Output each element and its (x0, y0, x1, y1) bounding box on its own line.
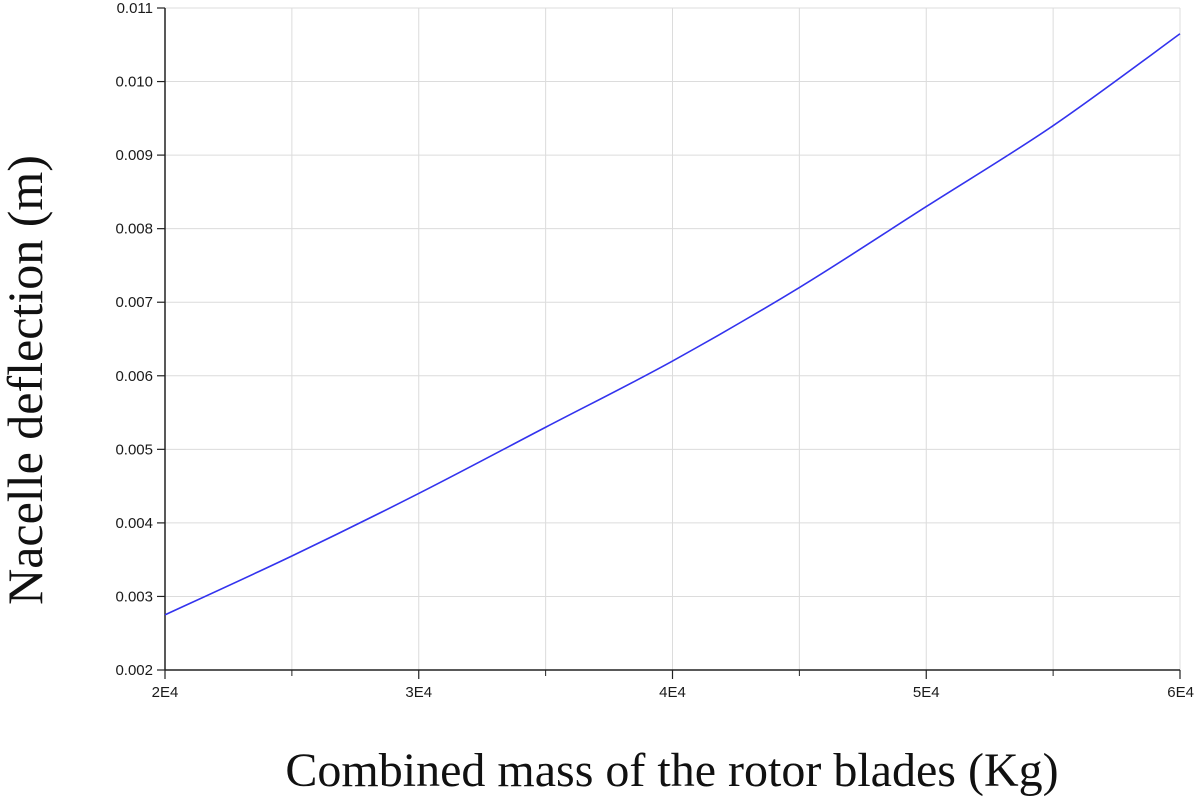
y-tick-label: 0.008 (115, 221, 153, 238)
series-line (164, 33, 1181, 616)
y-tick-label: 0.005 (115, 441, 153, 458)
y-tick-label: 0.010 (115, 74, 153, 91)
tick-marks (157, 7, 1181, 679)
x-tick-label: 3E4 (405, 684, 432, 701)
x-axis-title: Combined mass of the rotor blades (Kg) (285, 744, 1058, 797)
x-tick-label: 6E4 (1167, 684, 1194, 701)
y-tick-label: 0.003 (115, 588, 153, 605)
y-tick-label: 0.007 (115, 294, 153, 311)
y-tick-label: 0.002 (115, 662, 153, 679)
y-tick-label: 0.009 (115, 147, 153, 164)
y-tick-label: 0.011 (117, 0, 153, 17)
grid-lines (165, 7, 1181, 670)
y-tick-label: 0.006 (115, 368, 153, 385)
x-tick-label: 2E4 (152, 684, 179, 701)
y-tick-labels: 0.002 0.003 0.004 0.005 0.006 0.007 0.008 0.009… (115, 0, 153, 679)
x-tick-labels: 2E4 3E4 4E4 5E4 6E4 (152, 684, 1194, 701)
y-tick-label: 0.004 (115, 515, 153, 532)
series-layer (164, 33, 1181, 616)
x-tick-label: 5E4 (913, 684, 940, 701)
y-axis-title: Nacelle deflection (m) (0, 155, 53, 605)
x-tick-label: 4E4 (659, 684, 686, 701)
